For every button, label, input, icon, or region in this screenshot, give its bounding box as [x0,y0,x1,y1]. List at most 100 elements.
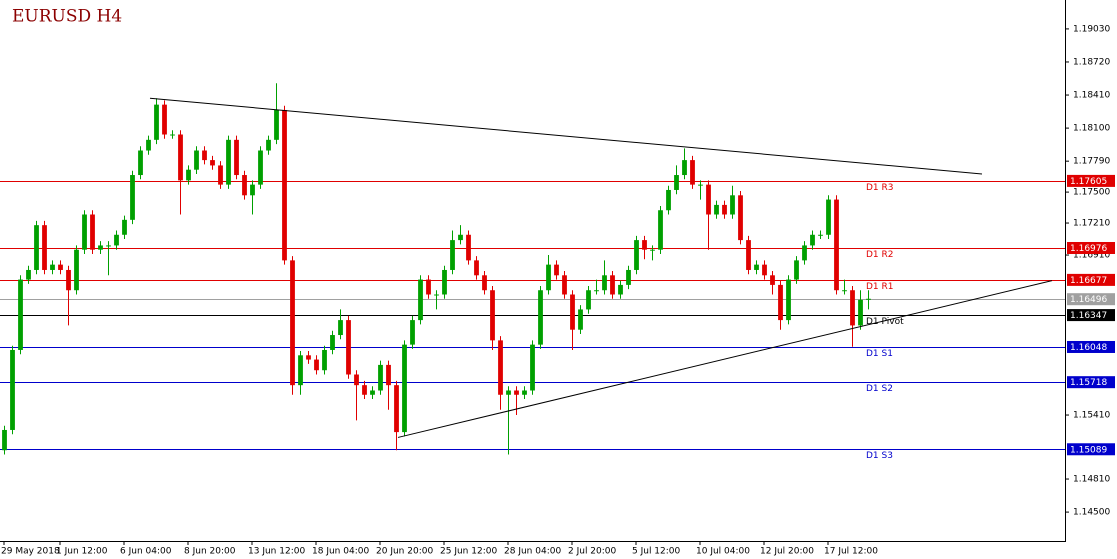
candle-body [562,275,567,295]
candle-body [466,234,471,261]
y-tick-label: 1.17500 [1073,188,1110,198]
candle-body [442,269,447,295]
candle-body [818,234,823,236]
x-tick-label: 20 Jun 20:00 [376,547,433,557]
candle-body [850,290,855,326]
candle-body [50,264,55,270]
candle-body [690,160,695,185]
candle-body [650,249,655,251]
candle-body [666,189,671,211]
candle-body [170,134,175,136]
candle-body [786,279,791,321]
y-tick-label: 1.17210 [1073,219,1110,229]
x-tick-label: 29 May 2018 [1,547,60,557]
pivot-level-box [1067,340,1115,353]
candle-body [66,269,71,291]
candle-body [162,104,167,135]
pivot-level-name: D1 R3 [866,183,894,193]
candle-body [698,184,703,186]
pivot-level-name: D1 R1 [866,282,894,292]
candle-body [146,139,151,151]
pivot-level-label: 1.15089 [1070,445,1107,455]
candle-body [106,245,111,247]
candle-body [554,264,559,276]
candle-body [858,299,863,326]
candle-body [98,245,103,250]
candle-body [378,364,383,391]
candle-body [738,195,743,241]
x-tick-label: 18 Jun 04:00 [312,547,369,557]
candle-body [218,165,223,185]
candle-body [618,284,623,295]
pivot-level-name: D1 Pivot [866,317,904,327]
candle-body [258,150,263,185]
candle-body [362,385,367,395]
candle-body [346,320,351,375]
candle-body [330,335,335,350]
candle-body [290,260,295,386]
candle-body [418,279,423,321]
candle-body [706,184,711,215]
candle-body [634,240,639,270]
candle-body [250,184,255,196]
x-tick-label: 2 Jul 20:00 [568,547,617,557]
candle-body [178,134,183,181]
candle-body [866,298,871,300]
pivot-level-name: D1 S1 [866,349,893,359]
candle-body [522,390,527,395]
candle-body [538,290,543,345]
current-price-label: 1.16496 [1070,295,1107,305]
candle-body [154,104,159,140]
candle-body [530,344,535,391]
pivot-level-box [1067,273,1115,286]
candle-body [658,210,663,250]
pivot-level-label: 1.17605 [1070,177,1107,187]
candle-body [490,290,495,341]
candle-body [434,294,439,296]
candle-body [18,279,23,350]
candle-body [506,390,511,395]
x-tick-label: 12 Jul 20:00 [760,547,814,557]
candle-body [642,240,647,250]
candle-body [498,340,503,395]
candle-body [210,160,215,166]
candle-body [722,204,727,215]
candle-body [762,264,767,276]
candle-body [714,204,719,215]
x-tick-label: 1 Jun 12:00 [56,547,108,557]
candle-body [578,309,583,330]
y-tick-label: 1.16910 [1073,251,1110,261]
candle-body [122,219,127,235]
chart-title: EURUSD H4 [12,7,122,27]
pivot-level-label: 1.16976 [1070,244,1107,254]
x-tick-label: 25 Jun 12:00 [440,547,497,557]
candle-body [282,109,287,261]
pivot-level-box [1067,376,1115,389]
candle-body [138,150,143,176]
x-tick-label: 6 Jun 04:00 [120,547,172,557]
candle-body [370,390,375,395]
candle-body [274,109,279,140]
candle-body [546,264,551,291]
candle-body [314,359,319,371]
candle-body [426,279,431,295]
pivot-level-name: D1 S2 [866,384,893,394]
y-tick-label: 1.14500 [1073,508,1110,518]
candle-body [730,195,735,215]
candle-body [42,225,47,270]
y-tick-label: 1.14810 [1073,475,1110,485]
candle-body [842,290,847,292]
candle-body [10,349,15,430]
candle-body [474,260,479,276]
y-tick-label: 1.18410 [1073,91,1110,101]
candle-body [306,355,311,360]
candle-body [810,234,815,246]
candle-body [298,355,303,386]
candle-body [450,240,455,270]
y-tick-label: 1.17790 [1073,157,1110,167]
candle-body [794,260,799,280]
x-tick-label: 28 Jun 04:00 [504,547,561,557]
candle-body [2,429,7,451]
candle-body [586,290,591,310]
